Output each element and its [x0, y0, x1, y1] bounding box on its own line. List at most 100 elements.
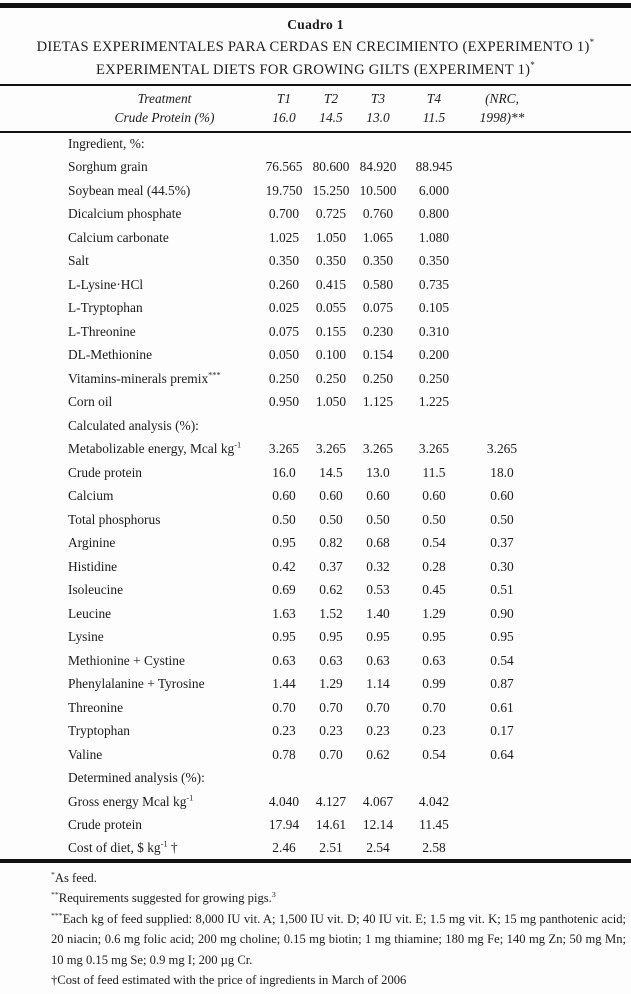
value-cell: 4.067	[362, 793, 394, 809]
value-cell: 0.23	[422, 723, 446, 739]
row-label: L-Tryptophan	[68, 300, 143, 316]
value-cell: 0.250	[315, 370, 347, 386]
row-label: Cost of diet, $ kg-1 †	[68, 839, 178, 855]
value-cell: 0.70	[366, 699, 390, 715]
value-cell: 12.14	[362, 817, 394, 833]
value-cell	[261, 414, 307, 438]
value-cell	[355, 414, 401, 438]
value-cell: 2.46	[272, 839, 296, 855]
value-cell: 0.63	[272, 652, 296, 668]
spacer-cell	[537, 649, 631, 673]
value-cell: 16.0	[272, 464, 296, 480]
row-label: Dicalcium phosphate	[68, 206, 182, 222]
value-cell: 80.600	[312, 159, 350, 175]
table-row: Vitamins-minerals premix*** 0.250 0.250 0.2…	[0, 367, 631, 391]
value-cell	[467, 837, 537, 861]
value-cell: 0.61	[490, 699, 514, 715]
value-cell: 14.61	[315, 817, 347, 833]
value-cell: 0.95	[422, 629, 446, 645]
row-label: Leucine	[68, 605, 112, 621]
value-cell: 1.40	[366, 605, 390, 621]
value-cell: 1.29	[422, 605, 446, 621]
footnote: *As feed.	[51, 869, 97, 885]
spacer-cell	[537, 226, 631, 250]
value-cell: 0.800	[418, 206, 450, 222]
value-cell: 0.70	[422, 699, 446, 715]
value-cell: 11.5	[422, 464, 446, 480]
table-row: Dicalcium phosphate 0.700 0.725 0.760 0.800	[0, 203, 631, 227]
spacer-cell	[537, 696, 631, 720]
row-label: Gross energy Mcal kg-1	[68, 793, 194, 809]
value-cell: 0.250	[268, 370, 300, 386]
value-cell: 0.200	[418, 347, 450, 363]
value-cell: 0.54	[490, 652, 514, 668]
top-rule	[0, 3, 631, 8]
title-spanish: DIETAS EXPERIMENTALES PARA CERDAS EN CRE…	[0, 38, 631, 56]
row-label: Histidine	[68, 558, 118, 574]
value-cell: 0.87	[490, 676, 514, 692]
spacer-cell	[537, 461, 631, 485]
table-row: Gross energy Mcal kg-1 4.040 4.127 4.067 4.0…	[0, 790, 631, 814]
value-cell: 1.225	[418, 394, 450, 410]
value-cell: 3.265	[362, 441, 394, 457]
footnote: †Cost of feed estimated with the price o…	[51, 973, 407, 987]
table-row: L-Lysine·HCl 0.260 0.415 0.580 0.735	[0, 273, 631, 297]
spacer-cell	[537, 391, 631, 415]
spacer-cell	[537, 532, 631, 556]
value-cell: 0.250	[418, 370, 450, 386]
row-label: Soybean meal (44.5%)	[68, 182, 191, 198]
spacer-cell	[537, 485, 631, 509]
table-caption: Cuadro 1	[287, 17, 344, 32]
value-cell: 0.350	[315, 253, 347, 269]
value-cell: 0.95	[272, 535, 296, 551]
value-cell: 0.70	[319, 699, 343, 715]
value-cell: 0.105	[418, 300, 450, 316]
spacer-cell	[537, 438, 631, 462]
value-cell: 0.63	[422, 652, 446, 668]
table-section-row: Calculated analysis (%):	[0, 414, 631, 438]
table-row: Leucine 1.63 1.52 1.40 1.29 0.90	[0, 602, 631, 626]
value-cell: 0.54	[422, 746, 446, 762]
value-cell: 0.37	[319, 558, 343, 574]
spacer-cell	[537, 273, 631, 297]
table-row: Methionine + Cystine 0.63 0.63 0.63 0.63 0.54	[0, 649, 631, 673]
spacer-cell	[537, 814, 631, 838]
value-cell: 0.050	[268, 347, 300, 363]
table-row: Crude protein 16.0 14.5 13.0 11.5 18.0	[0, 461, 631, 485]
value-cell	[467, 790, 537, 814]
footnotes: *As feed. **Requirements suggested for gr…	[0, 863, 631, 991]
value-cell: 0.415	[315, 276, 347, 292]
value-cell: 0.64	[490, 746, 514, 762]
table-row: Calcium carbonate 1.025 1.050 1.065 1.080	[0, 226, 631, 250]
value-cell: 1.080	[418, 229, 450, 245]
value-cell: 0.735	[418, 276, 450, 292]
header-spacer	[537, 85, 631, 132]
value-cell: 3.265	[315, 441, 347, 457]
spacer-cell	[537, 673, 631, 697]
value-cell: 0.60	[422, 488, 446, 504]
value-cell: 0.100	[315, 347, 347, 363]
section-label: Calculated analysis (%):	[68, 417, 199, 433]
value-cell	[467, 391, 537, 415]
spacer-cell	[537, 579, 631, 603]
spacer-cell	[537, 720, 631, 744]
value-cell	[467, 273, 537, 297]
column-header-treatment: Treatment Crude Protein (%)	[114, 91, 215, 125]
title-english: EXPERIMENTAL DIETS FOR GROWING GILTS (EX…	[0, 61, 631, 79]
column-header: T4 11.5	[422, 91, 446, 125]
value-cell: 0.62	[319, 582, 343, 598]
column-header: T2 14.5	[319, 91, 343, 125]
value-cell: 1.14	[366, 676, 390, 692]
value-cell: 17.94	[268, 817, 300, 833]
value-cell: 15.250	[312, 182, 350, 198]
row-label: Crude protein	[68, 817, 143, 833]
row-label: Calcium	[68, 488, 114, 504]
value-cell: 1.050	[315, 394, 347, 410]
value-cell: 0.155	[315, 323, 347, 339]
column-header: T1 16.0	[272, 91, 296, 125]
table-row: Total phosphorus 0.50 0.50 0.50 0.50 0.50	[0, 508, 631, 532]
spacer-cell	[537, 743, 631, 767]
section-label: Determined analysis (%):	[68, 770, 205, 786]
table-row: Threonine 0.70 0.70 0.70 0.70 0.61	[0, 696, 631, 720]
value-cell: 0.63	[319, 652, 343, 668]
